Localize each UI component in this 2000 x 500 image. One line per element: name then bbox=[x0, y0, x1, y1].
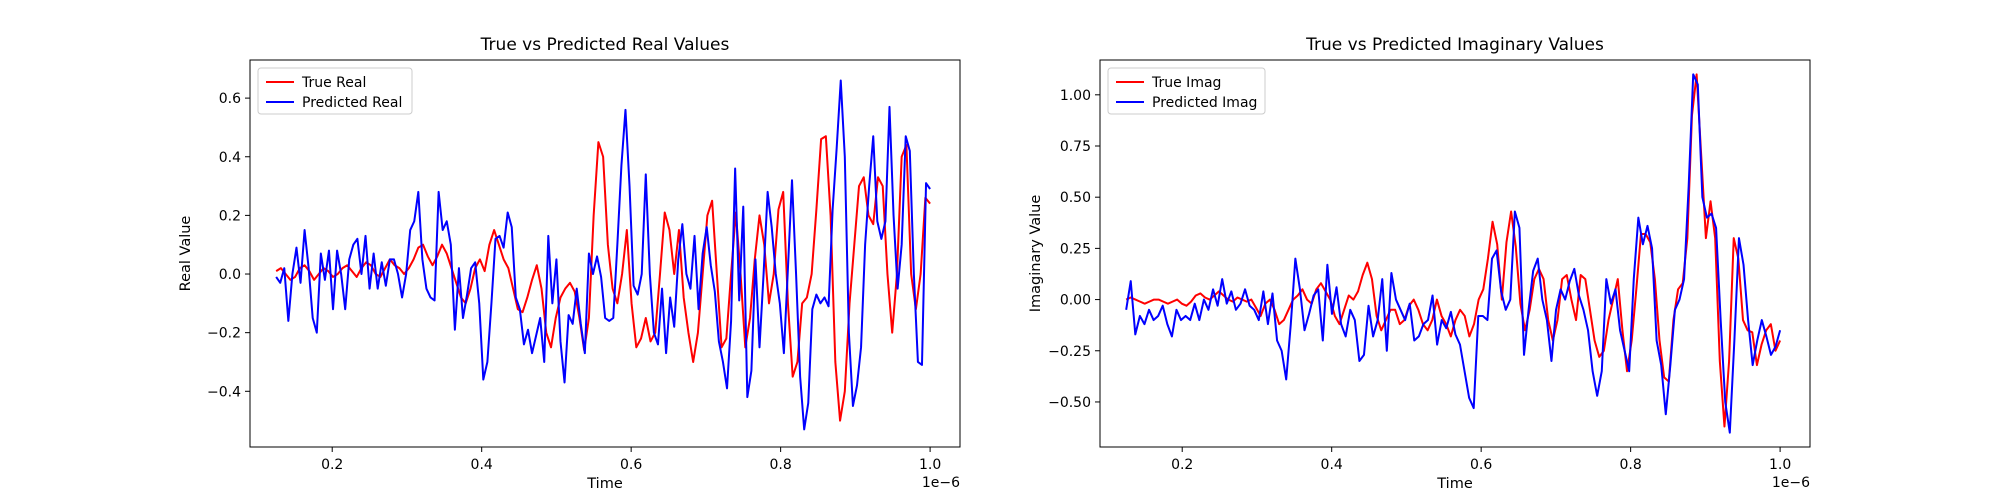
x-tick-label: 0.2 bbox=[1171, 457, 1193, 473]
x-tick-label: 1.0 bbox=[1769, 457, 1791, 473]
y-tick-label: 0.2 bbox=[219, 208, 241, 224]
x-tick-label: 0.6 bbox=[620, 457, 642, 473]
y-tick-label: −0.25 bbox=[1048, 344, 1091, 360]
x-offset-label: 1e−6 bbox=[922, 475, 960, 491]
series-line-predicted-imag bbox=[1126, 74, 1780, 432]
plot-frame bbox=[1100, 60, 1810, 447]
chart-panel-2: 0.2 0.4 0.6 0.8 1.0 −0.50 −0.25 0.00 0.25 0.50 0.7… bbox=[1028, 35, 1810, 492]
legend-entry: Predicted Imag bbox=[1152, 95, 1257, 111]
x-tick-label: 0.4 bbox=[471, 457, 493, 473]
chart-title: True vs Predicted Imaginary Values bbox=[1305, 35, 1604, 55]
x-axis-label: Time bbox=[1436, 476, 1473, 492]
y-tick-label: 0.75 bbox=[1060, 139, 1091, 155]
x-tick-label: 1.0 bbox=[919, 457, 941, 473]
x-offset-label: 1e−6 bbox=[1772, 475, 1810, 491]
y-tick-label: 0.6 bbox=[219, 91, 241, 107]
series-line-true-imag bbox=[1126, 74, 1780, 426]
y-tick-label: −0.4 bbox=[207, 384, 241, 400]
x-tick-label: 0.8 bbox=[1619, 457, 1641, 473]
y-tick-label: 0.0 bbox=[219, 267, 241, 283]
y-tick-label: −0.50 bbox=[1048, 395, 1091, 411]
legend: True Imag Predicted Imag bbox=[1108, 68, 1265, 114]
chart-title: True vs Predicted Real Values bbox=[480, 35, 730, 55]
y-tick-label: 1.00 bbox=[1060, 88, 1091, 104]
x-axis-label: Time bbox=[586, 476, 623, 492]
x-tick-label: 0.4 bbox=[1321, 457, 1343, 473]
chart-panel-1: 0.2 0.4 0.6 0.8 1.0 −0.4 −0.2 0.0 0.2 0.4 0.6 1e−6 T… bbox=[178, 35, 960, 492]
y-axis-label: Imaginary Value bbox=[1028, 195, 1044, 313]
x-tick-label: 0.2 bbox=[321, 457, 343, 473]
legend: True Real Predicted Real bbox=[258, 68, 412, 114]
y-tick-label: 0.50 bbox=[1060, 190, 1091, 206]
x-tick-label: 0.6 bbox=[1470, 457, 1492, 473]
legend-entry: True Real bbox=[301, 75, 366, 91]
legend-entry: True Imag bbox=[1151, 75, 1221, 91]
y-tick-label: 0.25 bbox=[1060, 241, 1091, 257]
y-tick-label: 0.4 bbox=[219, 150, 241, 166]
x-tick-label: 0.8 bbox=[769, 457, 791, 473]
y-tick-label: −0.2 bbox=[207, 326, 241, 342]
series-line-true-real bbox=[276, 136, 930, 420]
y-tick-label: 0.00 bbox=[1060, 293, 1091, 309]
y-axis-label: Real Value bbox=[178, 216, 194, 292]
legend-entry: Predicted Real bbox=[302, 95, 402, 111]
